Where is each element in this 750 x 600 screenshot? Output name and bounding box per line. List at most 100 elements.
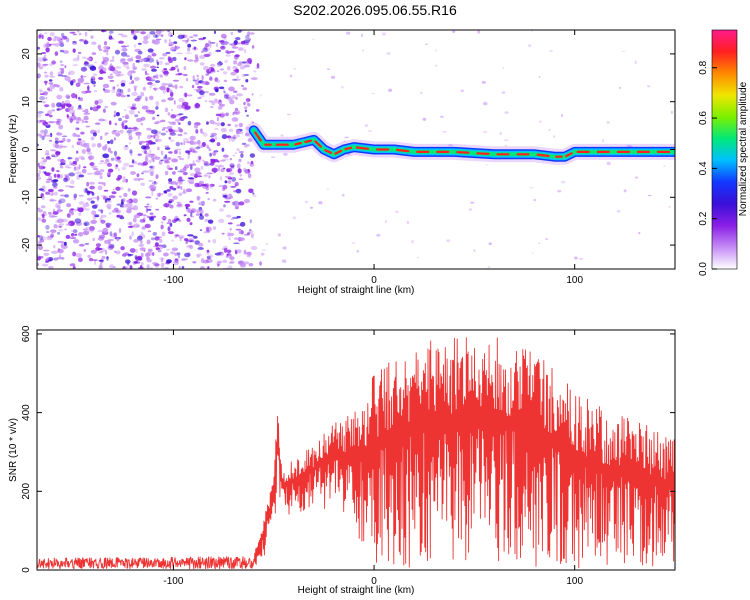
spectrogram-noise-speckle xyxy=(230,217,234,221)
spectrogram-noise-speckle xyxy=(140,91,145,97)
spectrogram-noise-speckle xyxy=(145,96,148,102)
spectrogram-noise-speckle xyxy=(50,149,56,152)
spectrogram-noise-speckle xyxy=(140,182,145,186)
spectrogram-y-tick-label: 10 xyxy=(21,96,32,108)
spectrogram-noise-speckle xyxy=(109,231,113,237)
spectrogram-noise-speckle xyxy=(56,107,64,110)
spectrogram-noise-speckle xyxy=(89,226,95,231)
spectrogram-faint-speckle xyxy=(538,120,542,123)
spectrogram-noise-speckle xyxy=(82,56,87,59)
spectrogram-noise-speckle xyxy=(78,32,82,36)
spectrogram-noise-speckle xyxy=(226,135,231,138)
spectrogram-noise-speckle xyxy=(71,212,74,216)
spectrogram-noise-speckle xyxy=(80,143,88,147)
spectrogram-noise-speckle xyxy=(209,183,215,187)
spectrogram-y-tick-label: -20 xyxy=(21,237,32,252)
spectrogram-noise-speckle xyxy=(171,182,174,185)
spectrogram-noise-speckle xyxy=(59,49,64,53)
spectrogram-faint-speckle xyxy=(292,216,297,220)
spectrogram-noise-speckle xyxy=(243,249,247,255)
spectrogram-faint-speckle xyxy=(420,91,423,94)
spectrogram-noise-speckle xyxy=(196,85,203,89)
spectrogram-noise-speckle xyxy=(201,81,206,85)
colorbar: 0.0 0.2 0.4 0.6 0.8 Normalized spectral ampl… xyxy=(698,29,749,276)
spectrogram-noise-speckle xyxy=(53,257,59,261)
spectrogram-noise-speckle xyxy=(170,114,177,119)
spectrogram-noise-speckle xyxy=(48,79,53,82)
spectrogram-noise-speckle xyxy=(205,227,209,232)
spectrogram-noise-speckle xyxy=(69,118,73,123)
spectrogram-noise-speckle xyxy=(67,157,73,160)
spectrogram-noise-speckle xyxy=(148,168,155,174)
spectrogram-noise-speckle xyxy=(177,34,185,40)
spectrogram-noise-speckle xyxy=(41,218,47,223)
spectrogram-noise-speckle xyxy=(181,266,185,269)
spectrogram-noise-speckle xyxy=(69,263,76,267)
spectrogram-y-label: Frequency (Hz) xyxy=(8,115,19,184)
spectrogram-noise-speckle xyxy=(233,242,240,245)
spectrogram-noise-speckle xyxy=(108,37,114,40)
spectrogram-noise-speckle xyxy=(228,254,232,257)
spectrogram-noise-speckle xyxy=(249,228,252,232)
spectrogram-noise-speckle xyxy=(140,252,144,258)
spectrogram-noise-speckle xyxy=(149,84,153,89)
spectrogram-noise-speckle xyxy=(185,240,188,244)
spectrogram-noise-speckle xyxy=(207,266,210,269)
spectrogram-noise-speckle xyxy=(65,103,72,108)
spectrogram-noise-speckle xyxy=(194,103,201,109)
spectrogram-noise-speckle xyxy=(226,249,232,254)
spectrogram-noise-speckle xyxy=(92,237,95,242)
spectrogram-noise-speckle xyxy=(228,86,235,92)
spectrogram-noise-speckle xyxy=(160,257,164,263)
spectrogram-faint-speckle xyxy=(293,68,297,70)
spectrogram-noise-speckle xyxy=(103,108,106,113)
spectrogram-noise-speckle xyxy=(149,217,154,220)
spectrogram-noise-speckle xyxy=(212,238,217,244)
spectrogram-noise-speckle xyxy=(173,41,178,44)
spectrogram-faint-speckle xyxy=(364,124,369,127)
spectrogram-noise-speckle xyxy=(37,209,43,213)
spectrogram-noise-speckle xyxy=(221,187,226,192)
spectrogram-noise-speckle xyxy=(187,94,193,97)
spectrogram-noise-speckle xyxy=(158,86,165,90)
spectrogram-noise-speckle xyxy=(158,192,164,196)
spectrogram-noise-speckle xyxy=(65,223,72,226)
spectrogram-noise-speckle xyxy=(127,127,134,130)
spectrogram-noise-speckle xyxy=(168,200,173,204)
spectrogram-noise-speckle xyxy=(137,42,142,45)
spectrogram-noise-speckle xyxy=(121,34,128,38)
spectrogram-noise-speckle xyxy=(217,160,220,163)
spectrogram-noise-speckle xyxy=(58,124,64,130)
spectrogram-faint-speckle xyxy=(647,194,652,197)
spectrogram-noise-speckle xyxy=(91,192,95,196)
spectrogram-noise-speckle xyxy=(76,107,83,110)
spectrogram-noise-speckle xyxy=(42,249,50,252)
spectrogram-noise-speckle xyxy=(205,230,211,233)
spectrogram-noise-speckle xyxy=(91,259,98,261)
spectrogram-noise-speckle xyxy=(85,226,90,229)
spectrogram-noise-speckle xyxy=(54,43,61,47)
spectrogram-faint-speckle xyxy=(470,201,475,204)
spectrogram-noise-speckle xyxy=(238,230,244,235)
spectrogram-noise-speckle xyxy=(56,132,63,136)
spectrogram-noise-speckle xyxy=(214,100,218,104)
spectrogram-noise-speckle xyxy=(129,149,133,154)
spectrogram-noise-speckle xyxy=(41,205,46,209)
spectrogram-noise-speckle xyxy=(141,226,146,230)
spectrogram-noise-speckle xyxy=(92,78,96,82)
spectrogram-noise-speckle xyxy=(72,239,80,244)
spectrogram-noise-speckle xyxy=(165,130,168,133)
spectrogram-noise-speckle xyxy=(89,185,95,190)
spectrogram-noise-speckle xyxy=(249,32,255,35)
spectrogram-noise-speckle xyxy=(246,114,249,117)
spectrogram-noise-speckle xyxy=(40,236,47,241)
spectrogram-noise-speckle xyxy=(102,88,106,91)
spectrogram-faint-speckle xyxy=(503,139,509,142)
spectrogram-noise-speckle xyxy=(77,138,82,141)
spectrogram-noise-speckle xyxy=(129,75,133,80)
spectrogram-noise-speckle xyxy=(158,33,161,37)
spectrogram-noise-speckle xyxy=(209,184,212,188)
spectrogram-noise-speckle xyxy=(171,109,174,112)
spectrogram-noise-speckle xyxy=(71,93,76,99)
spectrogram-noise-speckle xyxy=(156,61,159,66)
